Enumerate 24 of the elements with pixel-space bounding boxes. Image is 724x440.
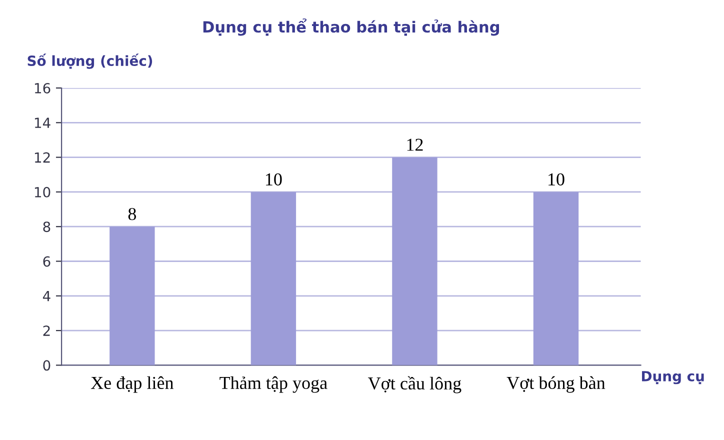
y-tick-label: 8: [43, 222, 50, 232]
y-tick-label: 16: [34, 82, 50, 94]
data-label: 10: [266, 173, 282, 186]
x-axis-title: Dụng cụ: [642, 371, 704, 384]
bar: [110, 226, 155, 366]
y-tick-label: 0: [43, 360, 50, 371]
chart-title: Dụng cụ thể thao bán tại cửa hàng: [203, 18, 499, 36]
x-tick-label: Vợt cầu lông: [368, 376, 462, 394]
x-tick-label: Xe đạp liên: [90, 376, 174, 393]
y-tick-label: 14: [34, 118, 50, 128]
y-axis-title: Số lượng (chiếc): [28, 54, 152, 69]
x-tick-label: Thảm tập yoga: [220, 376, 328, 393]
y-tick-label: 12: [34, 152, 50, 163]
y-tick-label: 4: [42, 291, 50, 302]
bar: [533, 192, 579, 366]
bar: [392, 157, 438, 366]
data-label: 8: [128, 208, 136, 220]
data-label: 12: [407, 138, 423, 151]
y-tick-label: 10: [34, 186, 50, 198]
bar: [250, 192, 296, 366]
y-tick-label: 2: [43, 326, 50, 336]
data-label: 10: [548, 173, 564, 186]
x-tick-label: Vợt bóng bàn: [506, 376, 606, 393]
y-tick-label: 6: [43, 256, 50, 267]
